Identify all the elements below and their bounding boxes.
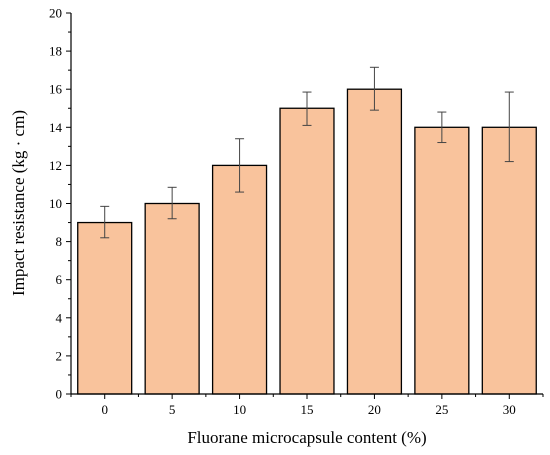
bar-15 [279, 107, 335, 395]
x-tick-label-15: 15 [301, 402, 314, 417]
x-axis-title: Fluorane microcapsule content (%) [187, 428, 426, 447]
y-tick-label-14: 14 [49, 120, 63, 135]
y-tick-label-20: 20 [49, 6, 62, 21]
bar-5 [144, 202, 200, 395]
bar-25 [414, 126, 470, 395]
x-tick-label-30: 30 [503, 402, 516, 417]
bar-30 [481, 126, 537, 395]
y-tick-label-2: 2 [56, 348, 63, 363]
x-tick-label-25: 25 [435, 402, 448, 417]
y-tick-label-10: 10 [49, 196, 62, 211]
y-tick-label-18: 18 [49, 44, 62, 59]
bar-0 [77, 221, 133, 395]
y-tick-label-6: 6 [56, 272, 63, 287]
y-tick-label-8: 8 [56, 234, 63, 249]
error-bars-group [100, 66, 514, 239]
bars-group [77, 88, 537, 395]
x-tick-label-10: 10 [233, 402, 246, 417]
y-tick-label-12: 12 [49, 158, 62, 173]
x-tick-label-20: 20 [368, 402, 381, 417]
bar-20 [346, 88, 403, 395]
y-ticks-group: 0 2 4 6 8 10 12 14 16 18 20 [49, 6, 71, 402]
bar-10 [211, 164, 268, 395]
y-axis-title: Impact resistance (kg · cm) [9, 110, 28, 296]
x-tick-label-0: 0 [101, 402, 108, 417]
y-tick-label-0: 0 [56, 387, 63, 402]
x-ticks-group: 0 5 10 15 20 25 30 [70, 394, 544, 417]
y-tick-label-4: 4 [56, 310, 63, 325]
y-tick-label-16: 16 [49, 82, 63, 97]
x-tick-label-5: 5 [169, 402, 176, 417]
